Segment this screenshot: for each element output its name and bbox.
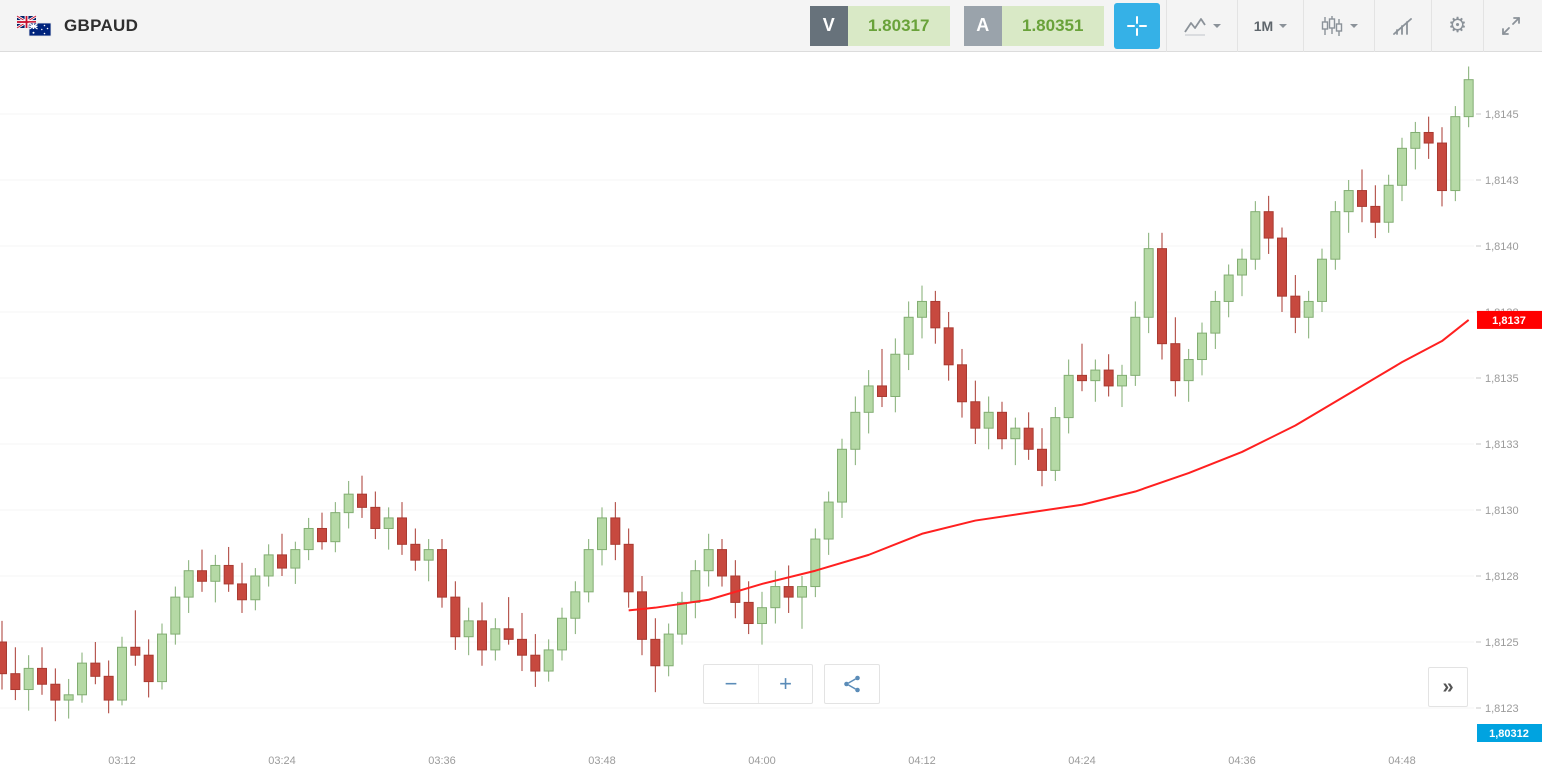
svg-text:1,80312: 1,80312 <box>1489 728 1529 740</box>
toolbar-separator <box>1165 0 1167 52</box>
settings-button[interactable]: ⚙ <box>1438 0 1477 52</box>
candle-style-dropdown[interactable] <box>1310 0 1368 52</box>
toolbar-separator <box>1483 0 1484 52</box>
sell-price-value: 1.80317 <box>847 5 950 46</box>
svg-text:1,8123: 1,8123 <box>1485 703 1519 715</box>
expand-icon <box>1502 16 1520 35</box>
chart-toolbar: GBPAUD V 1.80317 A 1.80351 1M <box>0 0 1542 52</box>
crosshair-button[interactable] <box>1113 2 1160 49</box>
svg-text:1,8140: 1,8140 <box>1485 241 1519 253</box>
svg-text:04:24: 04:24 <box>1068 755 1096 767</box>
toolbar-separator <box>1303 0 1305 52</box>
sell-label: V <box>809 5 848 46</box>
toolbar-separator <box>1431 0 1433 52</box>
symbol-title: GBPAUD <box>64 15 139 35</box>
svg-text:1,8130: 1,8130 <box>1485 505 1519 517</box>
symbol-header: GBPAUD <box>16 14 139 37</box>
zoom-out-button[interactable]: − <box>724 671 738 696</box>
svg-text:1,8128: 1,8128 <box>1485 571 1519 583</box>
fullscreen-button[interactable] <box>1490 0 1532 52</box>
svg-text:1,8133: 1,8133 <box>1485 439 1519 451</box>
toolbar-separator <box>1374 0 1376 52</box>
gbpaud-flag-icon <box>16 14 52 36</box>
crosshair-icon <box>1126 15 1147 36</box>
chart-type-dropdown[interactable] <box>1173 0 1231 52</box>
chevron-down-icon <box>1212 24 1221 32</box>
svg-text:04:36: 04:36 <box>1228 755 1256 767</box>
chevron-down-icon <box>1350 24 1359 32</box>
svg-text:1,8145: 1,8145 <box>1485 109 1519 121</box>
svg-text:03:24: 03:24 <box>268 755 296 767</box>
svg-text:1,8143: 1,8143 <box>1485 175 1519 187</box>
zoom-in-button[interactable]: + <box>758 665 812 703</box>
buy-price-value: 1.80351 <box>1001 5 1104 46</box>
svg-text:04:12: 04:12 <box>908 755 936 767</box>
line-chart-icon <box>1183 17 1206 36</box>
candlestick-icon <box>1321 15 1343 36</box>
panel-expand-button[interactable]: » <box>1428 667 1468 707</box>
chart-area: 1,81451,81431,81401,81381,81351,81331,81… <box>0 52 1542 781</box>
svg-text:04:00: 04:00 <box>748 755 776 767</box>
gear-icon: ⚙ <box>1448 14 1467 37</box>
sell-price-button[interactable]: V 1.80317 <box>809 5 950 46</box>
indicators-icon <box>1393 17 1413 35</box>
svg-text:1,8137: 1,8137 <box>1492 315 1526 327</box>
buy-label: A <box>963 5 1002 46</box>
toolbar-separator <box>1236 0 1238 52</box>
svg-text:03:48: 03:48 <box>588 755 616 767</box>
timeframe-value: 1M <box>1253 17 1274 34</box>
share-button[interactable] <box>824 664 880 704</box>
timeframe-dropdown[interactable]: 1M <box>1244 0 1297 52</box>
chevron-down-icon <box>1279 24 1288 32</box>
svg-text:04:48: 04:48 <box>1388 755 1416 767</box>
svg-text:03:12: 03:12 <box>108 755 136 767</box>
zoom-controls: − + <box>703 664 813 704</box>
candlestick-chart[interactable]: 1,81451,81431,81401,81381,81351,81331,81… <box>0 52 1542 781</box>
svg-text:1,8125: 1,8125 <box>1485 637 1519 649</box>
share-icon <box>844 675 860 693</box>
buy-price-button[interactable]: A 1.80351 <box>963 5 1104 46</box>
svg-text:03:36: 03:36 <box>428 755 456 767</box>
svg-text:1,8135: 1,8135 <box>1485 373 1519 385</box>
indicators-button[interactable] <box>1381 0 1425 52</box>
